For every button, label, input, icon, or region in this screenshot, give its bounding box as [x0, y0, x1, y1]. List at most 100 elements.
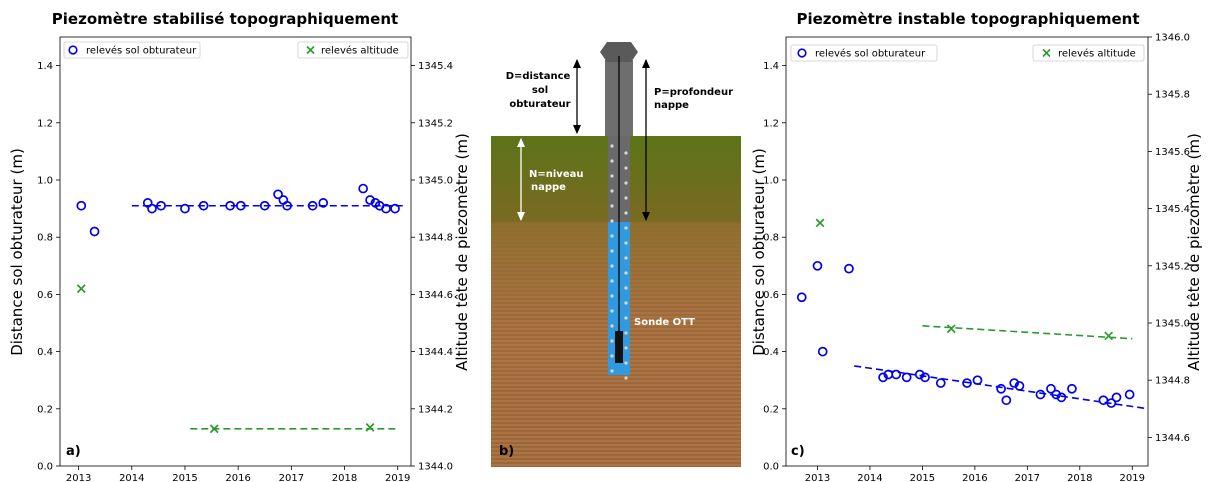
- diagram-perforation: [624, 151, 628, 155]
- chart-a-y2tick-label-5: 1345.0: [418, 176, 453, 187]
- chart-c-point-s0-1: [812, 260, 823, 271]
- chart-c-ytick-label-5: 1.0: [763, 176, 779, 187]
- chart-a-ytick-label-0: 0.0: [37, 462, 53, 473]
- chart-c-legend-marker-x: [1042, 48, 1051, 58]
- chart-c-point-s0-16: [1014, 381, 1025, 391]
- chart-a-frame: [59, 36, 412, 467]
- chart-c-xtick-label-2: 2015: [910, 473, 935, 482]
- chart-c-xtick-label-5: 2018: [1067, 473, 1092, 482]
- diagram-perforation: [624, 286, 628, 290]
- chart-c-point-s1-1: [946, 324, 956, 334]
- chart-c-ytick-label-2: 0.4: [763, 347, 779, 358]
- diagram-perforation: [624, 271, 628, 275]
- diagram-perforation: [610, 144, 614, 148]
- diagram-perforation: [624, 376, 628, 380]
- diagram-b: D=distance sol obturateur P=profondeur n…: [491, 5, 741, 467]
- chart-c-y2tick-label-6: 1345.8: [1155, 90, 1190, 101]
- chart-a-y2label: Altitude tête de piezomètre (m): [453, 133, 471, 371]
- chart-c-point-s0-3: [844, 263, 854, 274]
- chart-c-y2tick-label-3: 1345.2: [1155, 261, 1190, 272]
- chart-a-legend-label-1: relevés altitude: [321, 45, 399, 57]
- diagram-label-n-1: nappe: [531, 182, 566, 193]
- chart-c-point-s0-9: [920, 372, 930, 383]
- chart-a-legend-left: [63, 41, 201, 59]
- chart-a-point-s0-14: [318, 198, 329, 208]
- chart-c-y2tick-label-1: 1344.8: [1155, 376, 1190, 387]
- diagram-perforation: [610, 249, 614, 253]
- chart-c-point-s0-12: [972, 375, 983, 386]
- chart-c-y2tick-label-0: 1344.6: [1155, 433, 1190, 444]
- chart-c-point-s0-6: [891, 369, 902, 380]
- diagram-perforation: [624, 316, 628, 320]
- chart-c-ytick-label-1: 0.2: [763, 404, 779, 415]
- chart-c-point-s0-13: [996, 383, 1006, 394]
- diagram-perforation: [624, 346, 628, 350]
- chart-a-point-s0-15: [358, 183, 368, 194]
- chart-c-xtick-label-1: 2014: [857, 473, 882, 482]
- chart-a-point-s0-4: [156, 200, 166, 211]
- chart-c-point-s1-2: [1104, 331, 1114, 341]
- chart-c-ytick-label-6: 1.2: [763, 118, 779, 129]
- diagram-perforation: [624, 331, 628, 335]
- chart-c-point-s0-11: [962, 378, 972, 388]
- chart-a-point-s0-16: [365, 195, 375, 205]
- chart-c-point-s0-7: [901, 372, 912, 383]
- chart-c-frame: [785, 36, 1149, 467]
- diagram-perforation: [624, 181, 628, 185]
- chart-a-xtick-label-3: 2016: [225, 473, 250, 482]
- chart-c-point-s0-0: [796, 292, 807, 303]
- diagram-perforation: [624, 241, 628, 245]
- diagram-perforations: [610, 144, 628, 380]
- chart-a-legend-marker-x: [306, 45, 315, 55]
- chart-c-point-s0-8: [914, 369, 925, 380]
- chart-a-xtick-label-5: 2018: [332, 473, 357, 482]
- chart-a-point-s1-0: [76, 284, 86, 294]
- chart-c-point-s0-4: [878, 372, 888, 383]
- chart-a-point-s0-5: [180, 203, 190, 214]
- diagram-label-p-1: nappe: [654, 100, 689, 111]
- chart-c-legend-label-0: relevés sol obturateur: [815, 48, 926, 60]
- chart-c-point-s0-18: [1046, 383, 1056, 394]
- diagram-label-d-0: D=distance: [506, 71, 571, 82]
- chart-a-xtick-label-0: 2013: [66, 473, 91, 482]
- chart-c-point-s0-24: [1111, 392, 1122, 403]
- diagram-label-d-2: obturateur: [509, 99, 570, 110]
- chart-a-point-s0-19: [381, 203, 391, 214]
- chart-a-xtick-label-1: 2014: [119, 473, 144, 482]
- diagram-label-d-1: sol: [532, 85, 548, 96]
- chart-a-y2tick-label-6: 1345.2: [418, 118, 453, 129]
- chart-c-trendline-0: [854, 365, 1149, 410]
- chart-a-point-s1-2: [365, 422, 375, 432]
- chart-c-xtick-label-4: 2017: [1015, 473, 1040, 482]
- chart-c-point-s0-20: [1056, 392, 1067, 403]
- chart-a-ytick-label-5: 1.0: [37, 176, 53, 187]
- diagram-perforation: [624, 301, 628, 305]
- diagram-perforation: [610, 159, 614, 163]
- chart-a-y2tick-label-1: 1344.2: [418, 404, 453, 415]
- chart-a-point-s0-13: [307, 200, 318, 211]
- diagram-perforation: [610, 354, 614, 358]
- diagram-perforation: [624, 361, 628, 365]
- chart-a-ylabel: Distance sol obturateur (m): [8, 148, 26, 356]
- chart-a-ytick-label-6: 1.2: [37, 118, 53, 129]
- diagram-pipe-cap: [600, 42, 638, 62]
- diagram-perforation: [610, 264, 614, 268]
- chart-a-y2tick-label-0: 1344.0: [418, 462, 453, 473]
- chart-a-y2tick-label-2: 1344.4: [418, 347, 453, 358]
- chart-c-y2tick-label-5: 1345.6: [1155, 147, 1190, 158]
- diagram-perforation: [610, 339, 614, 343]
- chart-a-point-s0-9: [259, 200, 270, 211]
- chart-c: Piezomètre instable topographiquement 20…: [750, 10, 1203, 482]
- diagram-n-arrowheads: [517, 138, 525, 221]
- chart-c-point-s0-14: [1001, 395, 1012, 406]
- chart-c-xtick-label-0: 2013: [805, 473, 830, 482]
- chart-a-xtick-label-2: 2015: [172, 473, 197, 482]
- diagram-perforation: [624, 226, 628, 230]
- chart-a-point-s0-6: [198, 200, 209, 211]
- diagram-perforation: [610, 219, 614, 223]
- chart-a-ytick-label-7: 1.4: [37, 61, 53, 72]
- chart-c-ytick-label-7: 1.4: [763, 61, 779, 72]
- chart-a-ytick-label-3: 0.6: [37, 290, 53, 301]
- chart-c-point-s0-17: [1035, 389, 1046, 400]
